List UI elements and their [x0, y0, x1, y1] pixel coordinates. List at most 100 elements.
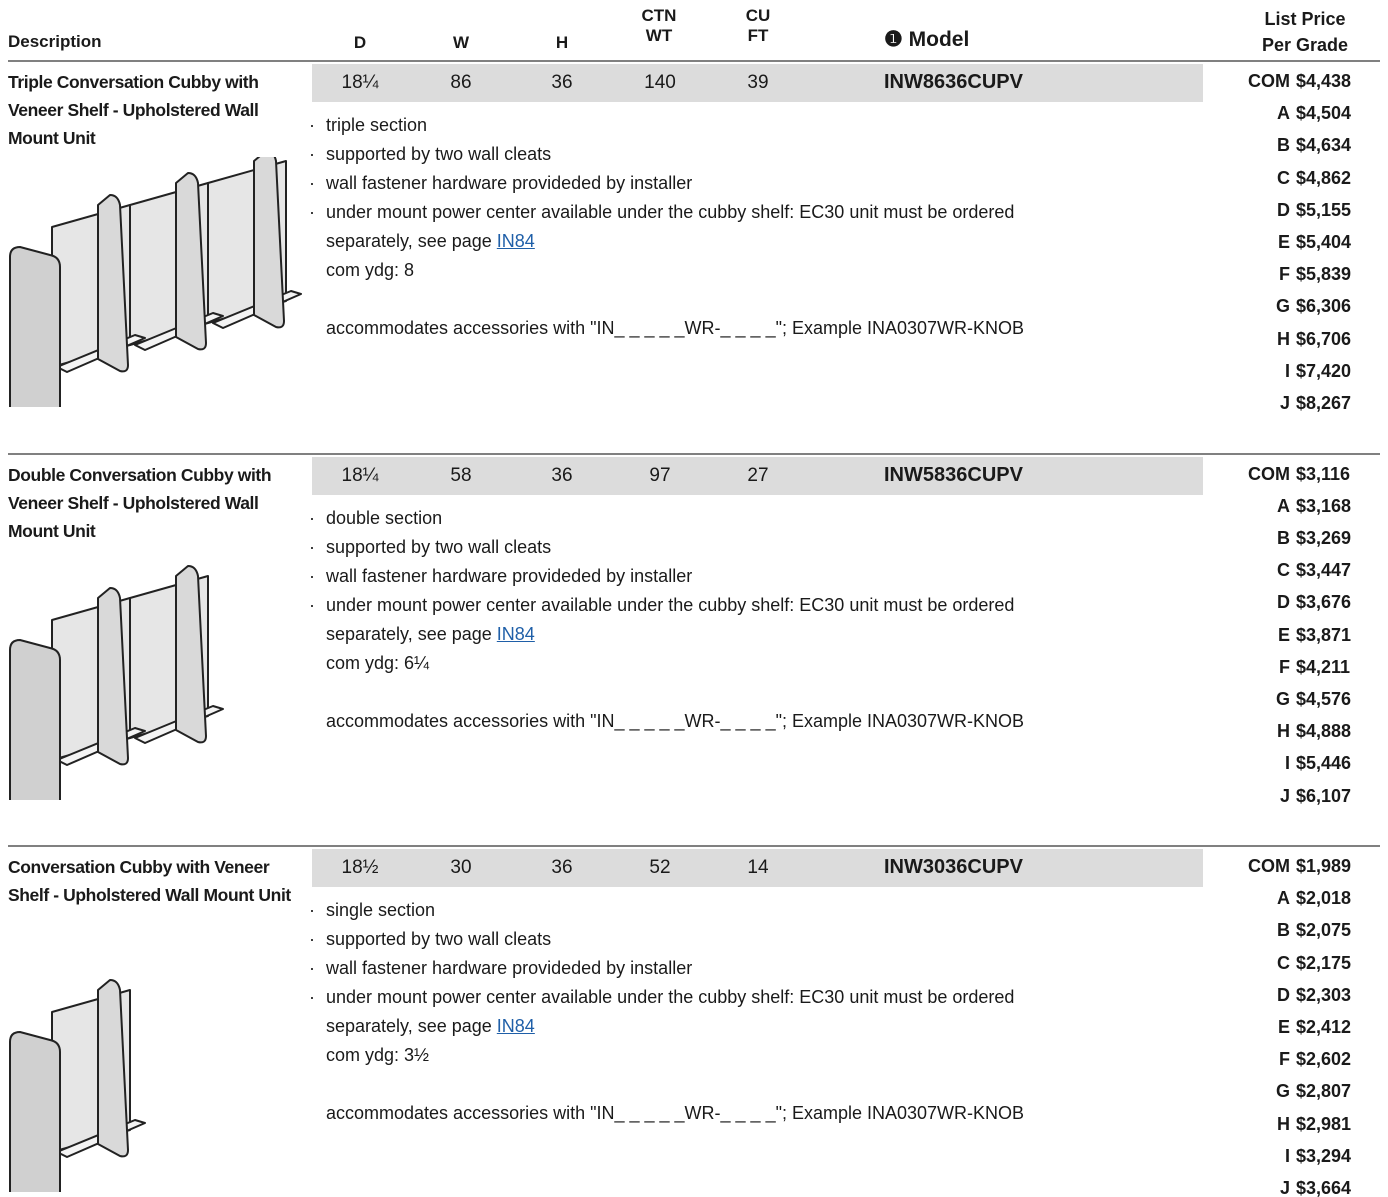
price-value: $3,676 — [1296, 592, 1352, 613]
image-part — [9, 638, 61, 800]
bullet-text: under mount power center available under… — [326, 594, 1015, 615]
bullet-text: double section — [326, 507, 443, 528]
price-grade: G — [1275, 1081, 1290, 1102]
bullet-dot: · — [309, 594, 315, 615]
header-model: ❶ Model — [884, 28, 970, 51]
price-value: $5,155 — [1296, 199, 1352, 220]
price-grade: B — [1277, 135, 1290, 156]
price-value: $2,412 — [1296, 1017, 1352, 1037]
bullet-text: under mount power center available under… — [326, 202, 1015, 222]
price-grade: I — [1284, 360, 1290, 381]
price-value: $7,420 — [1296, 360, 1352, 381]
price-grade: D — [1277, 199, 1290, 220]
price-value: $5,446 — [1296, 753, 1352, 774]
header-text: CU — [745, 6, 771, 25]
bullet-dot: · — [309, 536, 315, 557]
spec-ctn-wt: 140 — [644, 72, 676, 93]
price-grade: A — [1277, 888, 1290, 909]
spec-cu-ft: 27 — [747, 464, 769, 486]
price-value: $5,404 — [1296, 232, 1352, 252]
page-link[interactable]: IN84 — [496, 231, 535, 251]
model-number: INW3036CUPV — [884, 856, 1023, 878]
see-page: separately, see page IN84 — [326, 1015, 535, 1037]
price-value: $2,981 — [1296, 1113, 1352, 1134]
image-part — [175, 564, 207, 743]
accessories-note: accommodates accessories with "IN_ _ _ _… — [326, 318, 1025, 338]
page-link[interactable]: IN84 — [496, 1016, 535, 1036]
spec-w: 30 — [450, 857, 472, 878]
product-image — [9, 979, 146, 1192]
price-grade: G — [1275, 296, 1290, 317]
price-grade: F — [1279, 264, 1290, 285]
see-page: separately, see page IN84 — [326, 623, 535, 645]
spec-d: 18¼ — [341, 72, 379, 93]
product-description: Double Conversation Cubby with Veneer Sh… — [8, 464, 272, 541]
price-grade: H — [1277, 721, 1290, 742]
spec-d: 18¼ — [341, 464, 379, 486]
header-text: Per Grade — [1261, 35, 1348, 55]
price-grade: I — [1284, 753, 1290, 774]
price-grade: E — [1277, 624, 1290, 645]
bullet-dot: · — [309, 565, 315, 586]
price-value: $2,018 — [1296, 888, 1352, 909]
price-grade: J — [1279, 1178, 1290, 1197]
page-link[interactable]: IN84 — [496, 623, 535, 644]
bullet-text: supported by two wall cleats — [326, 144, 552, 164]
price-value: $4,634 — [1296, 135, 1352, 156]
product-image — [9, 564, 224, 800]
price-grade: G — [1275, 688, 1290, 709]
price-value: $1,989 — [1296, 856, 1352, 876]
bullet-text: wall fastener hardware provideded by ins… — [326, 958, 693, 978]
spec-h: 36 — [551, 857, 573, 878]
header-cu-ft: CU FT — [746, 6, 771, 46]
see-page-text: separately, see page — [326, 1016, 492, 1036]
spec-bar — [312, 456, 1203, 495]
bullet-text: wall fastener hardware provideded by ins… — [326, 173, 693, 193]
price-value: $4,504 — [1296, 103, 1352, 124]
bullet-dot: · — [309, 958, 315, 978]
spec-bar — [312, 64, 1203, 102]
price-grade: C — [1277, 167, 1290, 188]
price-grade: COM — [1248, 71, 1290, 91]
price-grade: A — [1277, 495, 1290, 516]
header-list-price: List Price Per Grade — [1262, 6, 1348, 58]
price-grade: D — [1277, 592, 1290, 613]
product-description: Conversation Cubby with Veneer Shelf - U… — [8, 857, 291, 905]
price-value: $4,438 — [1296, 71, 1352, 91]
spec-d: 18½ — [341, 857, 379, 878]
spec-bar — [312, 849, 1203, 887]
header-text: FT — [747, 26, 769, 45]
row-rule — [8, 452, 1380, 455]
image-part — [175, 172, 207, 351]
price-value: $3,871 — [1296, 624, 1352, 645]
price-value: $5,839 — [1296, 264, 1352, 285]
header-ctn-wt: CTN WT — [642, 6, 677, 46]
bullet-text: supported by two wall cleats — [326, 536, 552, 557]
bullet-dot: · — [309, 144, 315, 164]
row-rule — [8, 845, 1380, 847]
see-page-text: separately, see page — [326, 231, 492, 251]
price-value: $3,447 — [1296, 560, 1352, 581]
price-grade: C — [1277, 560, 1290, 581]
price-value: $3,664 — [1296, 1178, 1352, 1197]
spec-cu-ft: 39 — [747, 72, 769, 93]
header-text: WT — [645, 26, 673, 45]
price-value: $4,888 — [1296, 721, 1352, 742]
price-value: $2,075 — [1296, 920, 1352, 941]
row-rule — [8, 60, 1380, 62]
com-ydg: com ydg: 6¼ — [326, 652, 430, 673]
spec-cu-ft: 14 — [747, 857, 769, 878]
spec-h: 36 — [551, 72, 573, 93]
price-grade: E — [1277, 232, 1290, 252]
product-description: Triple Conversation Cubby with Veneer Sh… — [8, 72, 259, 148]
spec-w: 58 — [450, 464, 472, 486]
header-text: CTN — [641, 6, 677, 25]
see-page: separately, see page IN84 — [326, 230, 535, 252]
bullet-dot: · — [309, 202, 315, 222]
image-part — [9, 1031, 61, 1192]
model-number: INW8636CUPV — [884, 71, 1023, 93]
price-grade: COM — [1248, 463, 1290, 484]
accessories-note: accommodates accessories with "IN_ _ _ _… — [326, 1103, 1025, 1123]
spec-ctn-wt: 52 — [649, 857, 671, 878]
price-value: $2,175 — [1296, 952, 1352, 973]
